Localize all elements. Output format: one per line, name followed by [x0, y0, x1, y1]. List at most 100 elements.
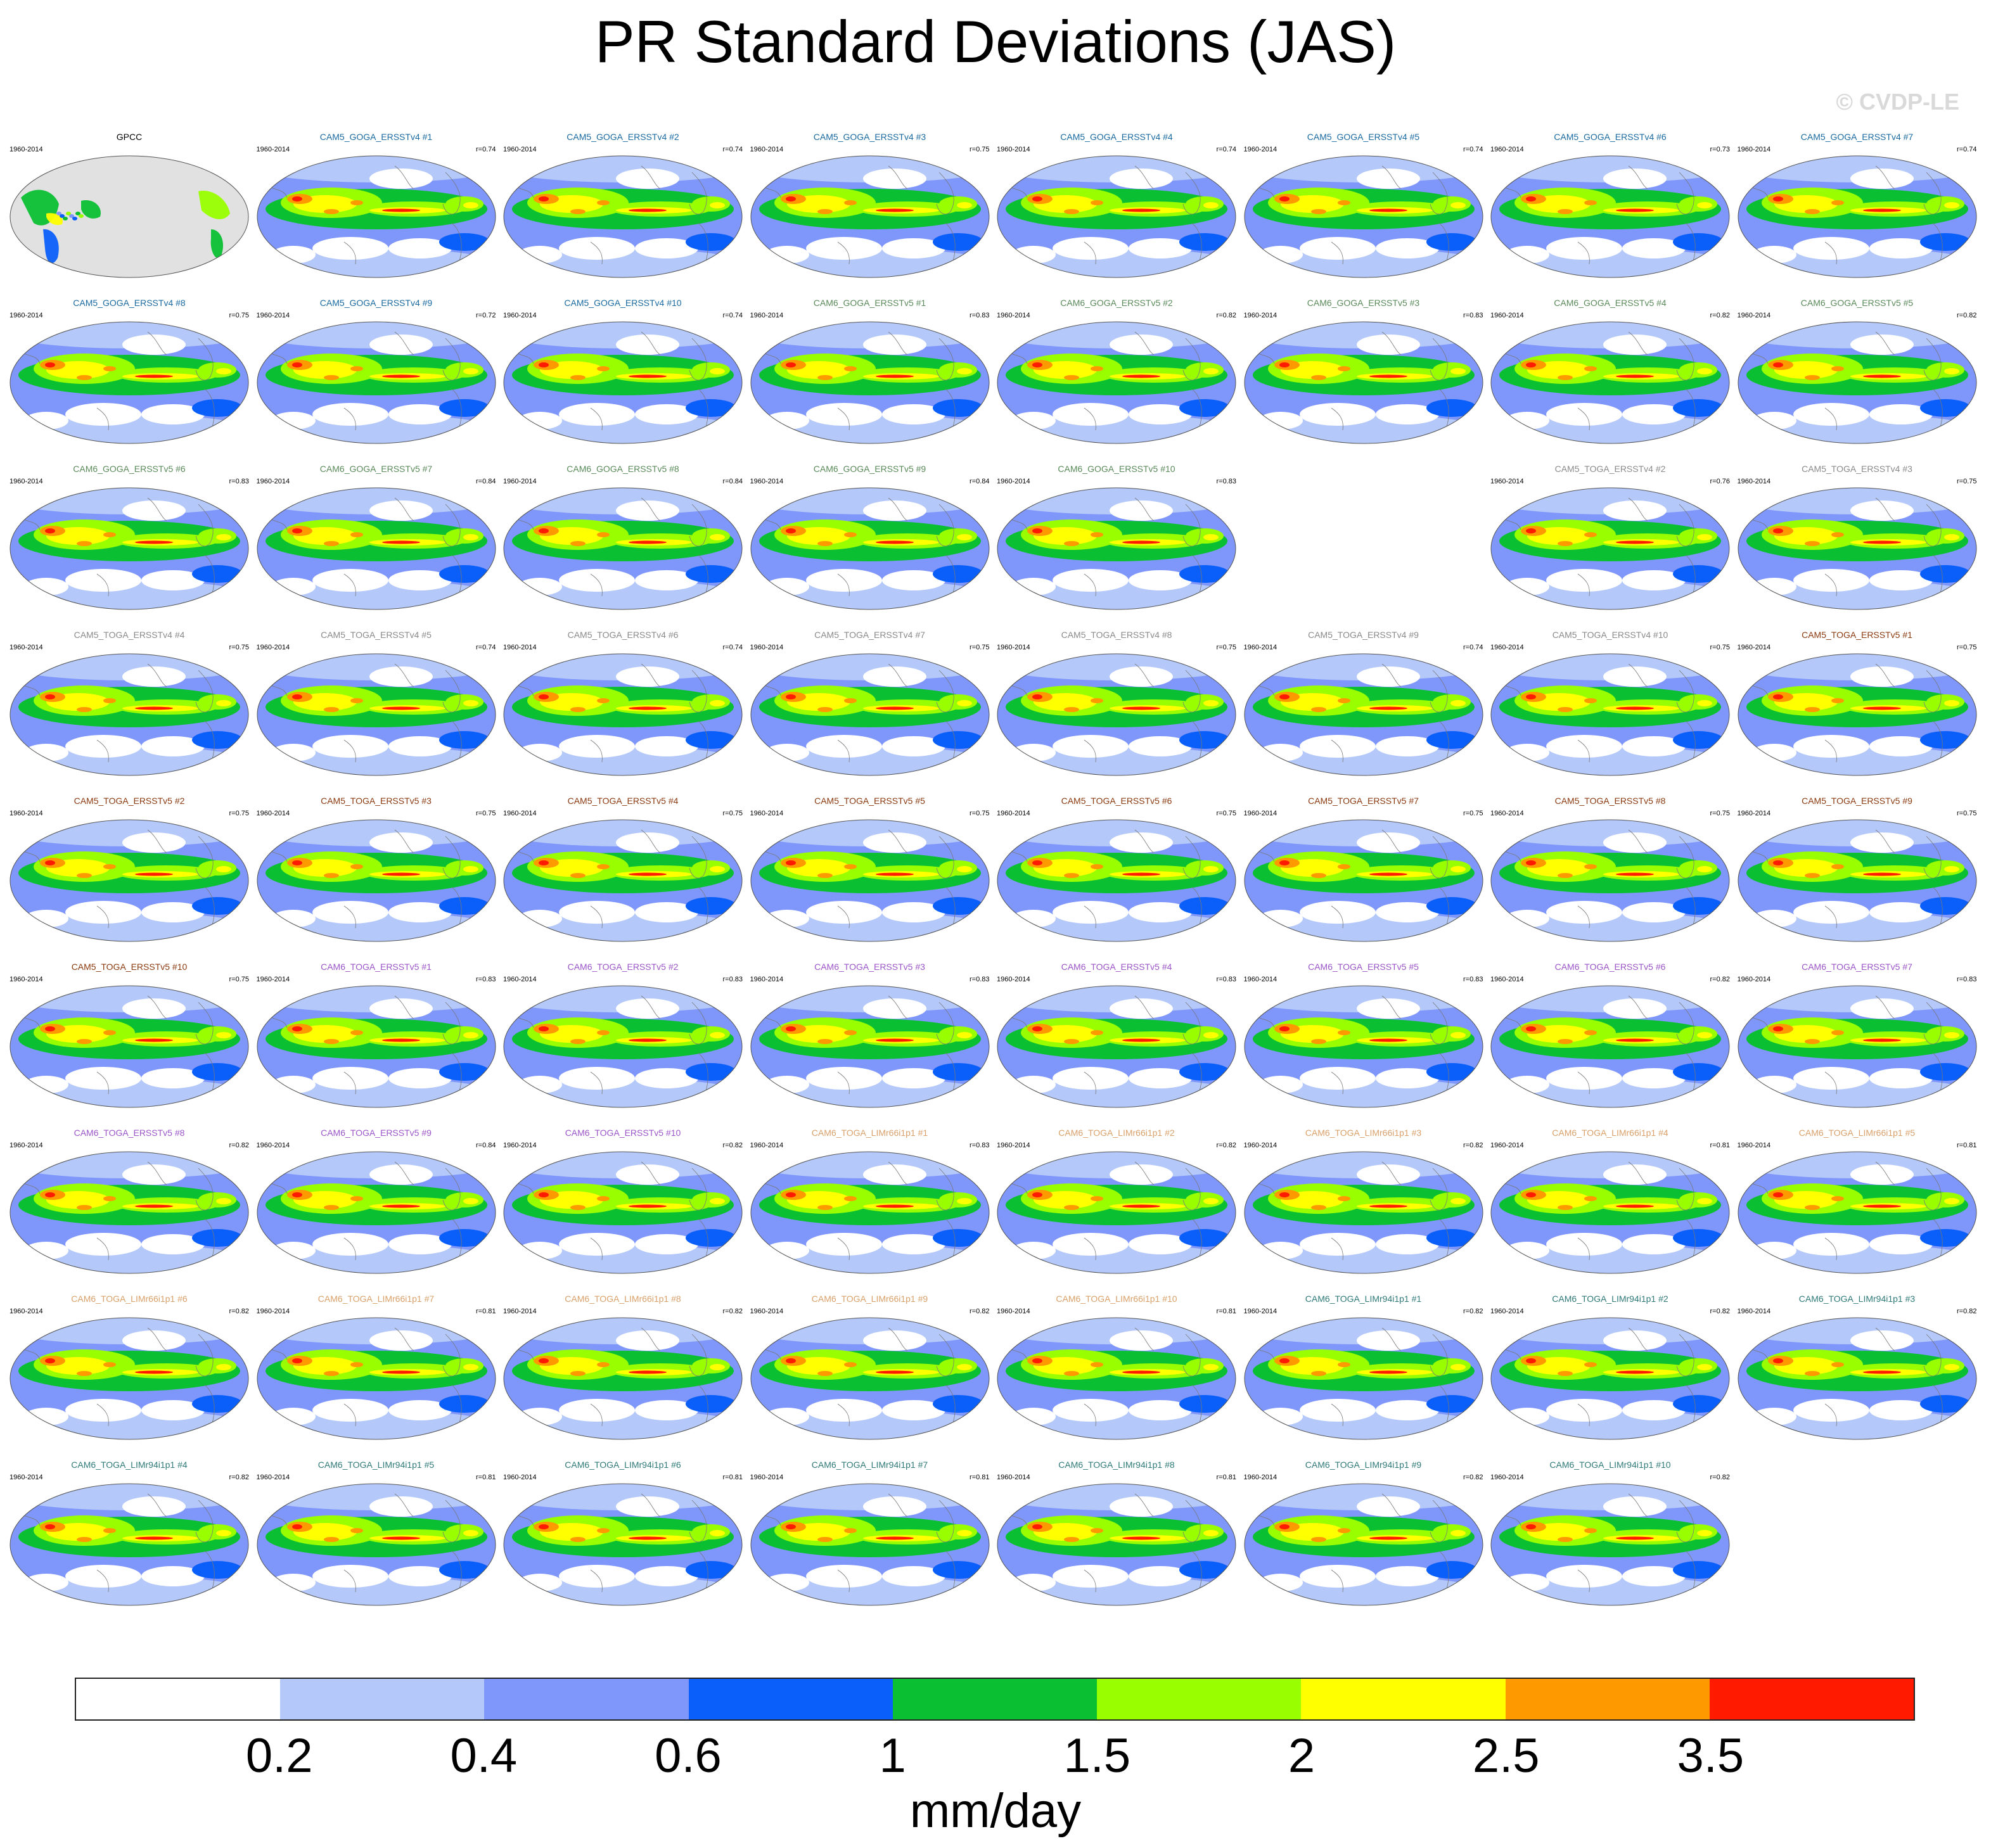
model-map — [1244, 985, 1483, 1108]
model-map — [10, 1317, 249, 1440]
panel-period: 1960-2014 — [256, 976, 290, 983]
colorbar-tick-label: 1.5 — [1063, 1729, 1131, 1783]
map-panel: CAM5_GOGA_ERSSTv4 #5 1960-2014 r=0.74 — [1243, 132, 1485, 322]
model-map — [1738, 819, 1976, 942]
panel-title: CAM5_TOGA_ERSSTv4 #10 — [1552, 630, 1668, 640]
colorbar-swatch — [1097, 1679, 1302, 1719]
panel-period: 1960-2014 — [1490, 478, 1524, 485]
model-map — [1244, 653, 1483, 776]
map-panel: CAM5_GOGA_ERSSTv4 #4 1960-2014 r=0.74 — [996, 132, 1238, 322]
panel-period: 1960-2014 — [1490, 1474, 1524, 1481]
map-panel: CAM6_GOGA_ERSSTv5 #2 1960-2014 r=0.82 — [996, 298, 1238, 488]
map-panel: CAM6_TOGA_LIMr94i1p1 #1 1960-2014 r=0.82 — [1243, 1294, 1485, 1484]
panel-period: 1960-2014 — [503, 1474, 537, 1481]
panel-correlation: r=0.75 — [1957, 810, 1977, 817]
map-panel: CAM6_GOGA_ERSSTv5 #1 1960-2014 r=0.83 — [749, 298, 991, 488]
panel-period: 1960-2014 — [503, 976, 537, 983]
map-panel: CAM6_TOGA_LIMr66i1p1 #4 1960-2014 r=0.81 — [1489, 1128, 1731, 1318]
panel-title: CAM6_TOGA_LIMr66i1p1 #1 — [811, 1128, 928, 1138]
panel-period: 1960-2014 — [1737, 810, 1771, 817]
panel-title: CAM5_TOGA_ERSSTv4 #7 — [814, 630, 925, 640]
panel-title: CAM6_TOGA_ERSSTv5 #3 — [814, 962, 925, 972]
map-panel: CAM5_TOGA_ERSSTv4 #8 1960-2014 r=0.75 — [996, 630, 1238, 820]
model-map — [503, 1317, 743, 1440]
panel-title: CAM6_TOGA_LIMr66i1p1 #5 — [1798, 1128, 1916, 1138]
model-map — [997, 985, 1236, 1108]
map-panel: CAM6_TOGA_ERSSTv5 #7 1960-2014 r=0.83 — [1736, 962, 1978, 1152]
panel-title: CAM5_GOGA_ERSSTv4 #2 — [567, 132, 679, 142]
panel-title: CAM6_TOGA_LIMr94i1p1 #7 — [811, 1460, 928, 1470]
panel-title: CAM6_TOGA_ERSSTv5 #8 — [74, 1128, 185, 1138]
panel-correlation: r=0.75 — [970, 810, 990, 817]
map-panel: CAM5_TOGA_ERSSTv4 #10 1960-2014 r=0.75 — [1489, 630, 1731, 820]
obs-map — [10, 155, 249, 278]
panel-title: CAM6_TOGA_LIMr66i1p1 #4 — [1552, 1128, 1668, 1138]
panel-period: 1960-2014 — [1490, 312, 1524, 319]
panel-period: 1960-2014 — [1243, 1308, 1277, 1315]
model-map — [997, 321, 1236, 444]
model-map — [503, 985, 743, 1108]
map-panel: CAM6_TOGA_LIMr94i1p1 #6 1960-2014 r=0.81 — [502, 1460, 744, 1650]
panel-period: 1960-2014 — [1243, 1142, 1277, 1149]
map-panel: CAM6_TOGA_LIMr94i1p1 #7 1960-2014 r=0.81 — [749, 1460, 991, 1650]
model-map — [1738, 321, 1976, 444]
model-map — [1244, 321, 1483, 444]
panel-correlation: r=0.83 — [722, 976, 743, 983]
panel-title: CAM6_TOGA_LIMr94i1p1 #8 — [1058, 1460, 1175, 1470]
panel-period: 1960-2014 — [1737, 976, 1771, 983]
panel-period: 1960-2014 — [1490, 1308, 1524, 1315]
map-panel: CAM6_TOGA_ERSSTv5 #2 1960-2014 r=0.83 — [502, 962, 744, 1152]
model-map — [750, 487, 989, 610]
panel-period: 1960-2014 — [1243, 1474, 1277, 1481]
panel-title: CAM6_TOGA_LIMr94i1p1 #5 — [317, 1460, 435, 1470]
panel-period: 1960-2014 — [256, 810, 290, 817]
panel-correlation: r=0.84 — [476, 1142, 496, 1149]
panel-title: CAM6_TOGA_LIMr94i1p1 #2 — [1552, 1294, 1668, 1304]
panel-title: CAM6_TOGA_LIMr66i1p1 #8 — [565, 1294, 681, 1304]
map-panel-grid: GPCC 1960-2014 CAM5_GOGA_ERSSTv4 #1 1960-20… — [10, 132, 1978, 1650]
panel-title: CAM5_GOGA_ERSSTv4 #5 — [1307, 132, 1420, 142]
map-panel: CAM5_GOGA_ERSSTv4 #3 1960-2014 r=0.75 — [749, 132, 991, 322]
panel-correlation: r=0.83 — [476, 976, 496, 983]
colorbar-swatch — [688, 1679, 893, 1719]
map-panel: CAM5_GOGA_ERSSTv4 #6 1960-2014 r=0.73 — [1489, 132, 1731, 322]
panel-period: 1960-2014 — [503, 146, 537, 153]
panel-period: 1960-2014 — [1490, 976, 1524, 983]
model-map — [1738, 985, 1976, 1108]
panel-period: 1960-2014 — [256, 1142, 290, 1149]
panel-title: CAM6_TOGA_ERSSTv5 #6 — [1554, 962, 1666, 972]
model-map — [503, 653, 743, 776]
colorbar-tick-label: 0.6 — [655, 1729, 722, 1783]
model-map — [1738, 487, 1976, 610]
panel-correlation: r=0.82 — [1463, 1142, 1483, 1149]
panel-title: CAM6_GOGA_ERSSTv5 #8 — [567, 464, 679, 474]
panel-period: 1960-2014 — [503, 810, 537, 817]
panel-title: CAM6_GOGA_ERSSTv5 #10 — [1058, 464, 1175, 474]
panel-period: 1960-2014 — [1737, 312, 1771, 319]
panel-correlation: r=0.81 — [1710, 1142, 1731, 1149]
panel-correlation: r=0.73 — [1710, 146, 1731, 153]
map-panel: CAM6_GOGA_ERSSTv5 #10 1960-2014 r=0.83 — [996, 464, 1238, 654]
panel-period: 1960-2014 — [10, 312, 43, 319]
panel-period: 1960-2014 — [750, 644, 784, 651]
map-panel: CAM5_GOGA_ERSSTv4 #7 1960-2014 r=0.74 — [1736, 132, 1978, 322]
model-map — [257, 1317, 496, 1440]
model-map — [1490, 1317, 1730, 1440]
panel-period: 1960-2014 — [1737, 146, 1771, 153]
panel-correlation: r=0.75 — [1957, 644, 1977, 651]
model-map — [257, 653, 496, 776]
panel-correlation: r=0.82 — [229, 1308, 250, 1315]
panel-correlation: r=0.81 — [1957, 1142, 1977, 1149]
map-panel: CAM6_GOGA_ERSSTv5 #3 1960-2014 r=0.83 — [1243, 298, 1485, 488]
map-panel: CAM5_GOGA_ERSSTv4 #10 1960-2014 r=0.74 — [502, 298, 744, 488]
colorbar-swatch — [1301, 1679, 1506, 1719]
panel-period: 1960-2014 — [256, 146, 290, 153]
model-map — [10, 1483, 249, 1606]
model-map — [1490, 155, 1730, 278]
panel-correlation: r=0.75 — [229, 644, 250, 651]
model-map — [1738, 155, 1976, 278]
panel-period: 1960-2014 — [997, 478, 1030, 485]
panel-correlation: r=0.82 — [1463, 1474, 1483, 1481]
panel-title: CAM5_GOGA_ERSSTv4 #3 — [813, 132, 926, 142]
model-map — [1490, 1151, 1730, 1274]
